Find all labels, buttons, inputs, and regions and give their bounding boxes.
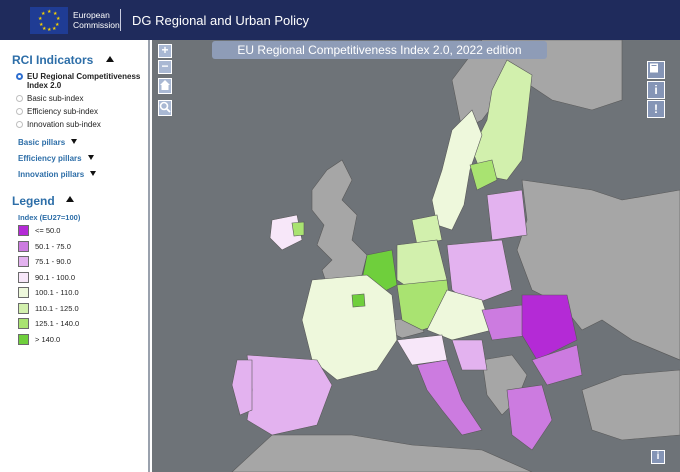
- logo-line-1: European: [73, 10, 110, 20]
- region-croatia: [451, 339, 488, 371]
- app-header: ★ ★ ★ ★ ★ ★ ★ ★ ★ ★ European Commission DG Re…: [0, 0, 680, 40]
- legend-swatch: [18, 240, 29, 252]
- legend-subtitle: Index (EU27=100): [18, 213, 81, 222]
- legend-swatch: [18, 271, 29, 283]
- map-info-corner-button[interactable]: i: [651, 450, 665, 464]
- legend-label: 50.1 - 75.0: [35, 241, 71, 251]
- collapse-legend-icon[interactable]: [66, 196, 74, 202]
- north-africa: [231, 434, 533, 472]
- collapse-indicators-icon[interactable]: [106, 56, 114, 62]
- legend-label: 110.1 - 125.0: [35, 303, 79, 313]
- radio-indicator-basic[interactable]: Basic sub-index: [16, 94, 83, 103]
- header-divider: [120, 9, 121, 31]
- region-bulgaria: [531, 344, 583, 386]
- legend-label: 100.1 - 110.0: [35, 288, 79, 297]
- chevron-down-icon: [87, 155, 94, 160]
- radio-icon[interactable]: [16, 121, 23, 128]
- region-denmark: [411, 214, 443, 246]
- region-sweden: [431, 109, 483, 231]
- pillar-label: Basic pillars: [18, 138, 66, 147]
- book-icon: [650, 63, 658, 73]
- legend-swatch: [18, 256, 29, 267]
- chevron-down-icon: [90, 171, 97, 176]
- legend-swatch: [18, 225, 29, 236]
- region-spain: [246, 354, 333, 436]
- scandinavia-north-non-eu: [451, 40, 623, 131]
- radio-label: Basic sub-index: [27, 94, 84, 103]
- region-dublin: [291, 221, 305, 237]
- legend-swatch: [18, 287, 29, 298]
- pillar-label: Innovation pillars: [18, 170, 85, 179]
- region-italy-north: [396, 334, 448, 366]
- legend-item: <= 50.0: [18, 224, 60, 237]
- header-title: DG Regional and Urban Policy: [132, 13, 310, 28]
- region-portugal: [231, 359, 253, 416]
- innovation-pillars-dropdown[interactable]: Innovation pillars: [18, 170, 97, 179]
- map-title: EU Regional Competitiveness Index 2.0, 2…: [212, 41, 547, 59]
- region-poland: [446, 239, 513, 306]
- region-romania: [521, 294, 578, 361]
- logo-line-2: Commission: [73, 20, 120, 30]
- radio-label: Innovation sub-index: [27, 120, 101, 129]
- legend-item: 90.1 - 100.0: [18, 271, 75, 284]
- radio-label: EU Regional Competitiveness Index 2.0: [27, 72, 141, 90]
- legend-item: 75.1 - 90.0: [18, 255, 71, 268]
- european-commission-logo[interactable]: ★ ★ ★ ★ ★ ★ ★ ★ ★ ★ European Commission: [30, 5, 130, 35]
- pillar-label: Efficiency pillars: [18, 154, 82, 163]
- legend-label: 90.1 - 100.0: [35, 272, 76, 282]
- zoom-in-button[interactable]: +: [158, 44, 172, 58]
- efficiency-pillars-dropdown[interactable]: Efficiency pillars: [18, 154, 94, 163]
- radio-indicator-innovation[interactable]: Innovation sub-index: [16, 120, 101, 129]
- zoom-out-button[interactable]: −: [158, 60, 172, 74]
- basic-pillars-dropdown[interactable]: Basic pillars: [18, 138, 78, 147]
- legend-item: > 140.0: [18, 333, 60, 346]
- legend-label: <= 50.0: [35, 226, 61, 235]
- legend-item: 50.1 - 75.0: [18, 240, 71, 253]
- legend-item: 125.1 - 140.0: [18, 317, 79, 330]
- choropleth-map[interactable]: [152, 40, 680, 472]
- home-button[interactable]: [158, 78, 172, 94]
- legend-label: 75.1 - 90.0: [35, 257, 71, 266]
- legend-item: 100.1 - 110.0: [18, 286, 79, 299]
- non-eu-land: [231, 40, 680, 472]
- region-stockholm: [469, 159, 498, 191]
- chevron-down-icon: [71, 139, 78, 144]
- region-baltics: [486, 189, 528, 241]
- radio-indicator-efficiency[interactable]: Efficiency sub-index: [16, 107, 98, 116]
- region-paris: [351, 293, 366, 308]
- legend-swatch: [18, 333, 29, 345]
- logo-text: European Commission: [73, 10, 120, 30]
- radio-label: Efficiency sub-index: [27, 107, 98, 116]
- radio-indicator-rci[interactable]: EU Regional Competitiveness Index 2.0: [16, 72, 149, 90]
- eu-regions[interactable]: [231, 59, 583, 451]
- radio-icon[interactable]: [16, 95, 23, 102]
- radio-selected-icon[interactable]: [16, 73, 23, 80]
- legend-title[interactable]: Legend: [12, 194, 55, 208]
- legend-swatch: [18, 318, 29, 329]
- search-icon: [159, 101, 171, 113]
- info-button[interactable]: i: [647, 81, 665, 99]
- home-icon: [160, 80, 170, 90]
- legend-swatch: [18, 302, 29, 314]
- russia-east: [516, 179, 680, 361]
- uk-landmass: [311, 159, 368, 286]
- region-greece: [506, 384, 553, 451]
- radio-icon[interactable]: [16, 108, 23, 115]
- search-button[interactable]: [158, 100, 172, 116]
- region-italy-south: [416, 359, 483, 436]
- rci-indicators-title[interactable]: RCI Indicators: [12, 53, 94, 67]
- region-france: [301, 274, 398, 381]
- alert-button[interactable]: !: [647, 100, 665, 118]
- book-button[interactable]: [647, 61, 665, 79]
- legend-label: 125.1 - 140.0: [35, 319, 80, 328]
- map-view[interactable]: EU Regional Competitiveness Index 2.0, 2…: [152, 40, 680, 472]
- eu-flag-icon: ★ ★ ★ ★ ★ ★ ★ ★ ★ ★: [30, 6, 68, 34]
- legend-item: 110.1 - 125.0: [18, 302, 79, 315]
- legend-label: > 140.0: [35, 334, 61, 344]
- turkey: [581, 369, 680, 441]
- region-czechia-austria: [426, 289, 493, 341]
